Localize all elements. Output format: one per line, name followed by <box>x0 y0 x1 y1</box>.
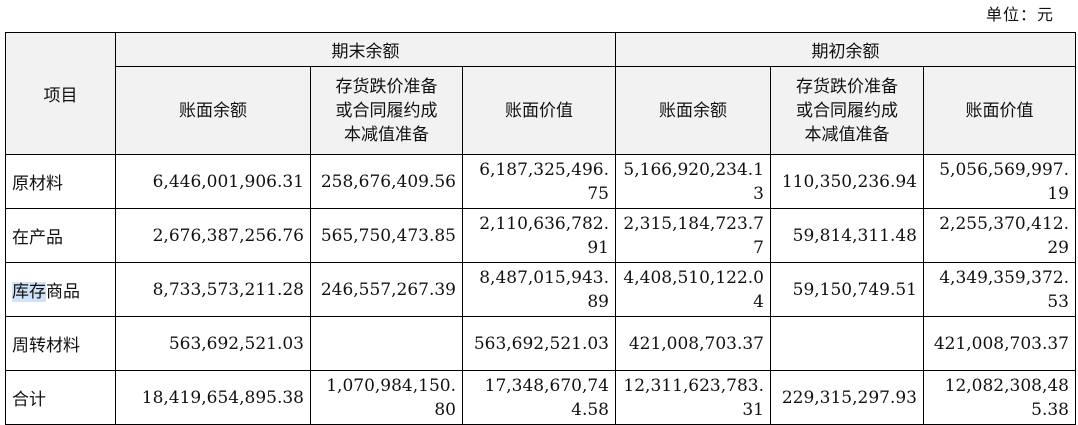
cell-end-value: 6,187,325,496.75 <box>462 154 616 209</box>
cell-end-value: 2,110,636,782.91 <box>462 208 616 263</box>
cell-end-balance: 2,676,387,256.76 <box>115 208 311 263</box>
row-item-name: 原材料 <box>5 154 116 209</box>
unit-label: 单位：元 <box>985 5 1054 24</box>
cell-begin-value: 421,008,703.37 <box>923 316 1076 371</box>
cell-end-provision: 246,557,267.39 <box>310 262 463 317</box>
cell-end-balance: 6,446,001,906.31 <box>115 154 311 209</box>
cell-begin-balance: 4,408,510,122.04 <box>615 262 771 317</box>
header-item: 项目 <box>5 32 116 155</box>
cell-begin-value: 2,255,370,412.29 <box>923 208 1076 263</box>
row-item-name: 周转材料 <box>5 316 116 371</box>
header-end-book-value: 账面价值 <box>462 66 616 155</box>
row-item-name: 合计 <box>5 370 116 425</box>
cell-begin-balance: 5,166,920,234.13 <box>615 154 771 209</box>
inventory-table: 项目 期末余额 期初余额 账面余额 存货跌价准备或合同履约成本减值准备 账面价值… <box>5 32 1076 425</box>
cell-begin-balance: 2,315,184,723.77 <box>615 208 771 263</box>
item-text: 在产品 <box>12 228 63 248</box>
cell-end-balance: 8,733,573,211.28 <box>115 262 311 317</box>
cell-end-provision: 258,676,409.56 <box>310 154 463 209</box>
item-highlighted-text: 库存 <box>12 282 46 302</box>
table-row: 库存商品 8,733,573,211.28 246,557,267.39 8,487,… <box>5 262 1076 317</box>
cell-end-value: 563,692,521.03 <box>462 316 616 371</box>
table-body: 原材料 6,446,001,906.31 258,676,409.56 6,187,3… <box>5 154 1076 425</box>
header-begin-provision: 存货跌价准备或合同履约成本减值准备 <box>770 66 924 155</box>
cell-end-provision: 565,750,473.85 <box>310 208 463 263</box>
cell-begin-value: 12,082,308,485.38 <box>923 370 1076 425</box>
table-row: 合计 18,419,654,895.38 1,070,984,150.80 17,34… <box>5 370 1076 425</box>
cell-begin-value: 4,349,359,372.53 <box>923 262 1076 317</box>
header-group-end: 期末余额 <box>115 32 616 67</box>
cell-end-provision <box>310 316 463 371</box>
cell-end-value: 8,487,015,943.89 <box>462 262 616 317</box>
cell-begin-provision: 229,315,297.93 <box>770 370 924 425</box>
item-text: 商品 <box>46 282 80 302</box>
row-item-name: 在产品 <box>5 208 116 263</box>
header-begin-book-value: 账面价值 <box>923 66 1076 155</box>
cell-end-balance: 563,692,521.03 <box>115 316 311 371</box>
table-row: 原材料 6,446,001,906.31 258,676,409.56 6,187,3… <box>5 154 1076 209</box>
cell-begin-provision: 110,350,236.94 <box>770 154 924 209</box>
table-row: 在产品 2,676,387,256.76 565,750,473.85 2,110,6… <box>5 208 1076 263</box>
header-group-begin: 期初余额 <box>615 32 1076 67</box>
cell-begin-provision <box>770 316 924 371</box>
cell-end-provision: 1,070,984,150.80 <box>310 370 463 425</box>
cell-begin-balance: 12,311,623,783.31 <box>615 370 771 425</box>
item-text: 合计 <box>12 390 46 410</box>
cell-end-value: 17,348,670,744.58 <box>462 370 616 425</box>
header-end-provision: 存货跌价准备或合同履约成本减值准备 <box>310 66 463 155</box>
item-text: 周转材料 <box>12 336 80 356</box>
cell-begin-balance: 421,008,703.37 <box>615 316 771 371</box>
item-text: 原材料 <box>12 174 63 194</box>
cell-begin-provision: 59,150,749.51 <box>770 262 924 317</box>
header-begin-book-balance: 账面余额 <box>615 66 771 155</box>
table-row: 周转材料 563,692,521.03 563,692,521.03 421,008,… <box>5 316 1076 371</box>
cell-begin-provision: 59,814,311.48 <box>770 208 924 263</box>
row-item-name: 库存商品 <box>5 262 116 317</box>
header-end-book-balance: 账面余额 <box>115 66 311 155</box>
cell-end-balance: 18,419,654,895.38 <box>115 370 311 425</box>
cell-begin-value: 5,056,569,997.19 <box>923 154 1076 209</box>
